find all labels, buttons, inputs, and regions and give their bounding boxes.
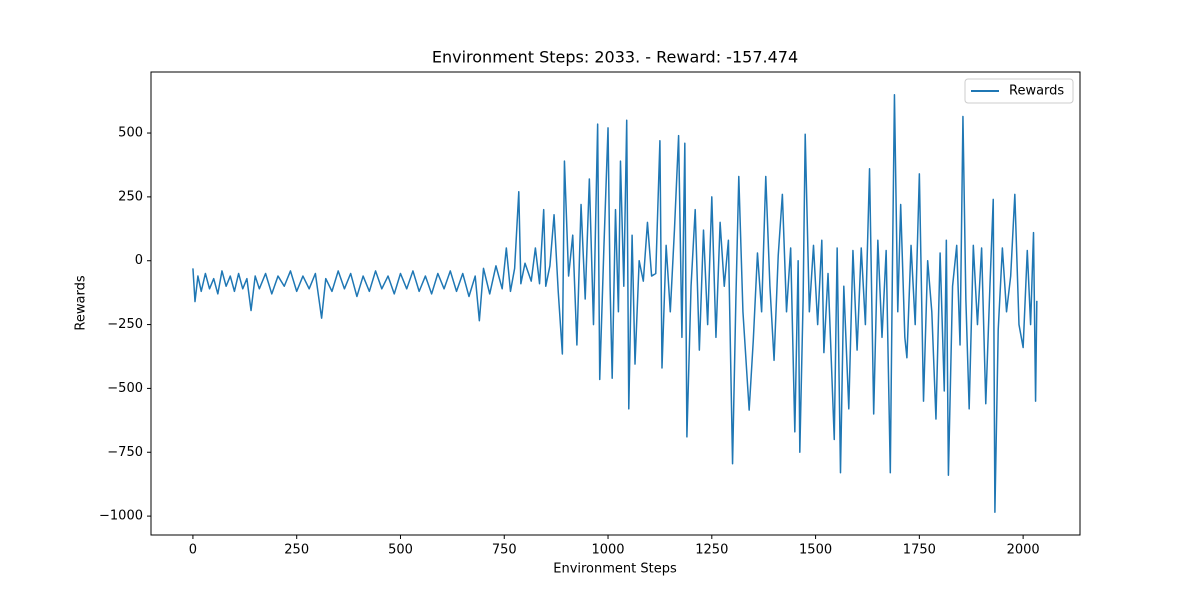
y-tick-label: 0 bbox=[135, 253, 143, 268]
x-axis-label: Environment Steps bbox=[553, 562, 677, 577]
x-tick-label: 1250 bbox=[695, 543, 728, 558]
plot-frame bbox=[150, 71, 1081, 536]
legend-label: Rewards bbox=[1009, 84, 1064, 99]
x-tick-label: 1750 bbox=[903, 543, 936, 558]
y-tick-label: −1000 bbox=[99, 509, 143, 524]
chart-title: Environment Steps: 2033. - Reward: -157.… bbox=[432, 48, 798, 67]
y-tick-label: −500 bbox=[107, 381, 143, 396]
x-tick-label: 0 bbox=[189, 543, 197, 558]
x-tick-label: 2000 bbox=[1007, 543, 1040, 558]
y-axis-label: Rewards bbox=[74, 275, 89, 330]
x-tick-label: 250 bbox=[284, 543, 309, 558]
line bbox=[192, 93, 1038, 514]
y-tick-label: −750 bbox=[107, 445, 143, 460]
x-tick-label: 1500 bbox=[799, 543, 832, 558]
y-tick-label: −250 bbox=[107, 317, 143, 332]
x-tick-label: 500 bbox=[388, 543, 413, 558]
x-tick-label: 750 bbox=[492, 543, 517, 558]
y-tick-label: 250 bbox=[118, 189, 143, 204]
y-tick-label: 500 bbox=[118, 126, 143, 141]
legend-box bbox=[964, 78, 1074, 104]
x-tick-label: 1000 bbox=[591, 543, 624, 558]
